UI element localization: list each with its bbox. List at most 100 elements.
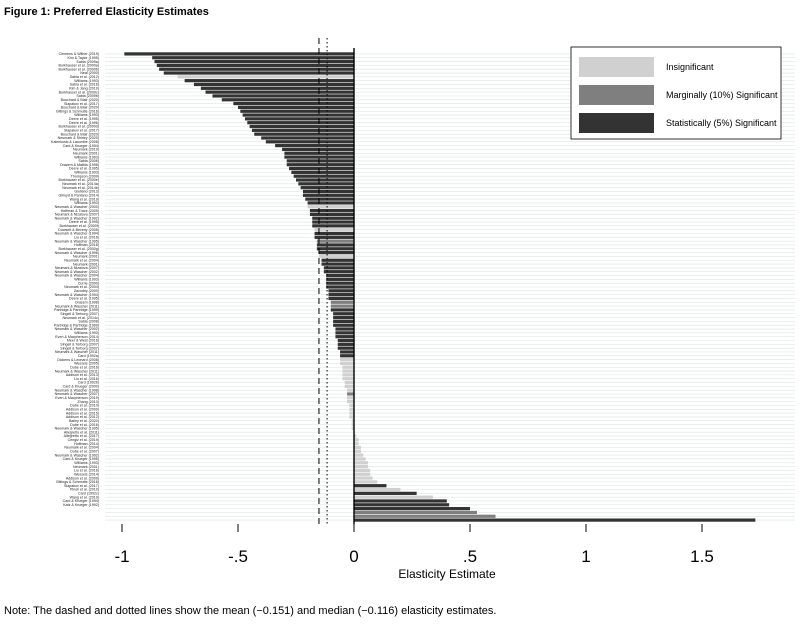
study-label: Zavodny (2000) <box>74 289 99 293</box>
study-label: Wessels (2005) <box>74 362 99 366</box>
bar <box>240 109 354 113</box>
bar <box>316 239 354 243</box>
bar <box>351 422 354 427</box>
bar <box>156 63 354 67</box>
study-label: Neumark & Wascher (2011) <box>55 350 99 354</box>
bar <box>347 392 354 396</box>
bar <box>342 369 354 373</box>
bar <box>323 270 354 274</box>
elasticity-chart: Clemens & Wither (2019)Kim & Taylor (199… <box>51 38 795 581</box>
bar <box>309 212 354 217</box>
bar <box>282 147 354 152</box>
study-label: Hoffman (2014) <box>74 442 99 446</box>
bar <box>265 140 354 144</box>
bar <box>251 128 354 132</box>
study-label: Card (1992a) <box>78 354 99 358</box>
bar <box>354 487 401 492</box>
bar <box>261 136 354 140</box>
study-label: Neumark & Wascher (1995) <box>55 427 99 431</box>
study-label: Slapakov et al. (2017) <box>64 102 99 106</box>
study-label: Bouchard & Blair (2020) <box>61 98 99 102</box>
study-label: Sabia (2008) <box>78 320 99 324</box>
bar <box>330 304 354 308</box>
bar <box>354 442 359 446</box>
study-label: Thompson (2009) <box>71 174 99 178</box>
bar <box>340 354 354 358</box>
bar <box>312 220 354 224</box>
study-label: Wang et al. (2019) <box>70 495 99 499</box>
bar <box>233 101 354 106</box>
bar <box>337 338 354 343</box>
bar <box>354 495 433 499</box>
bar <box>354 518 756 522</box>
study-label: Neumark (2001) <box>73 465 99 469</box>
x-axis-title: Elasticity Estimate <box>398 567 496 581</box>
study-label: Slapakov et al. (2017) <box>64 129 99 133</box>
study-label: Singell & Terborg (2007) <box>60 346 99 350</box>
study-label: Burkhauser et al. (2000a) <box>58 64 99 68</box>
study-label: Deere et al. (1995) <box>69 117 99 121</box>
study-label: Dickens & Leonard (2008) <box>57 358 99 362</box>
bar <box>152 56 354 60</box>
bar <box>340 361 354 366</box>
study-label: Gilroyd & Pantano (2014) <box>58 193 99 197</box>
study-label: Bouchard & Blair (2020) <box>61 106 99 110</box>
bar <box>314 228 354 232</box>
study-label: Singell & Terborg (2007) <box>60 343 99 347</box>
bar <box>307 201 354 205</box>
study-label: Card & Krueger (2000) <box>63 385 99 389</box>
x-axis: -1 -.5 0 .5 1 1.5 <box>114 524 714 566</box>
study-label: Neumark & Wascher (1996) <box>55 251 99 255</box>
bar <box>347 388 354 392</box>
study-label: Sabia (2009a) <box>76 60 99 64</box>
study-label: Meer & West (2016) <box>67 339 99 343</box>
study-label: Deere et al. (1996) <box>69 121 99 125</box>
bar <box>305 197 354 201</box>
study-label: Addison et al. (2009) <box>66 407 99 411</box>
bar <box>124 52 354 56</box>
bar <box>193 82 354 87</box>
bar <box>328 289 354 293</box>
study-label: Neumark & Wascher (2011) <box>55 369 99 373</box>
bar <box>291 170 354 174</box>
x-tick-label: -1 <box>114 547 129 566</box>
bar <box>342 377 354 381</box>
legend: Insignificant Marginally (10%) Significan… <box>570 46 782 140</box>
study-label: Addison et al. (2009) <box>66 476 99 480</box>
bar <box>154 59 354 64</box>
study-label: Pinoli et al. (2010) <box>70 488 99 492</box>
study-label: Addison et al. (2013) <box>66 373 99 377</box>
study-label: Currie (2000) <box>78 281 99 285</box>
study-label: Neumark & Wascher (1994) <box>55 232 99 236</box>
bar <box>354 457 366 461</box>
bar <box>354 476 373 480</box>
study-label: Hoffman & Trace (2009) <box>61 209 99 213</box>
bar <box>354 514 496 518</box>
bar <box>354 434 357 438</box>
study-label: Kim & Taylor (1995) <box>68 56 100 60</box>
bar <box>349 407 354 411</box>
bar <box>328 296 354 301</box>
bar <box>349 403 354 408</box>
study-label: Orazem & Mattila (1998) <box>60 163 99 167</box>
bar <box>354 468 371 473</box>
bar <box>354 510 477 515</box>
study-label: Williams (1993) <box>74 278 99 282</box>
study-label: Wang et al. (2019) <box>70 197 99 201</box>
study-label: Bailey et al. (2020) <box>69 419 99 423</box>
bar <box>330 300 354 304</box>
bar <box>289 166 354 171</box>
study-label: Neumark & Wascher (2004) <box>55 274 99 278</box>
study-label: Wessels (2014) <box>74 472 99 476</box>
bar <box>323 266 354 270</box>
study-label: Card (1992c) <box>78 492 99 496</box>
study-label: Card & Krueger (1994) <box>63 499 99 503</box>
study-label: Williams (1993) <box>74 331 99 335</box>
bar <box>316 243 354 247</box>
study-label: Neumark (2019) <box>73 148 99 152</box>
study-label: Neumark & Wascher (2011) <box>55 304 99 308</box>
study-label: Card & Krueger (1994) <box>63 144 99 148</box>
study-label: Neumark & Wascher (1992) <box>55 453 99 457</box>
study-label: Burkhauser et al. (2000e) <box>58 178 99 182</box>
bar <box>298 182 354 186</box>
